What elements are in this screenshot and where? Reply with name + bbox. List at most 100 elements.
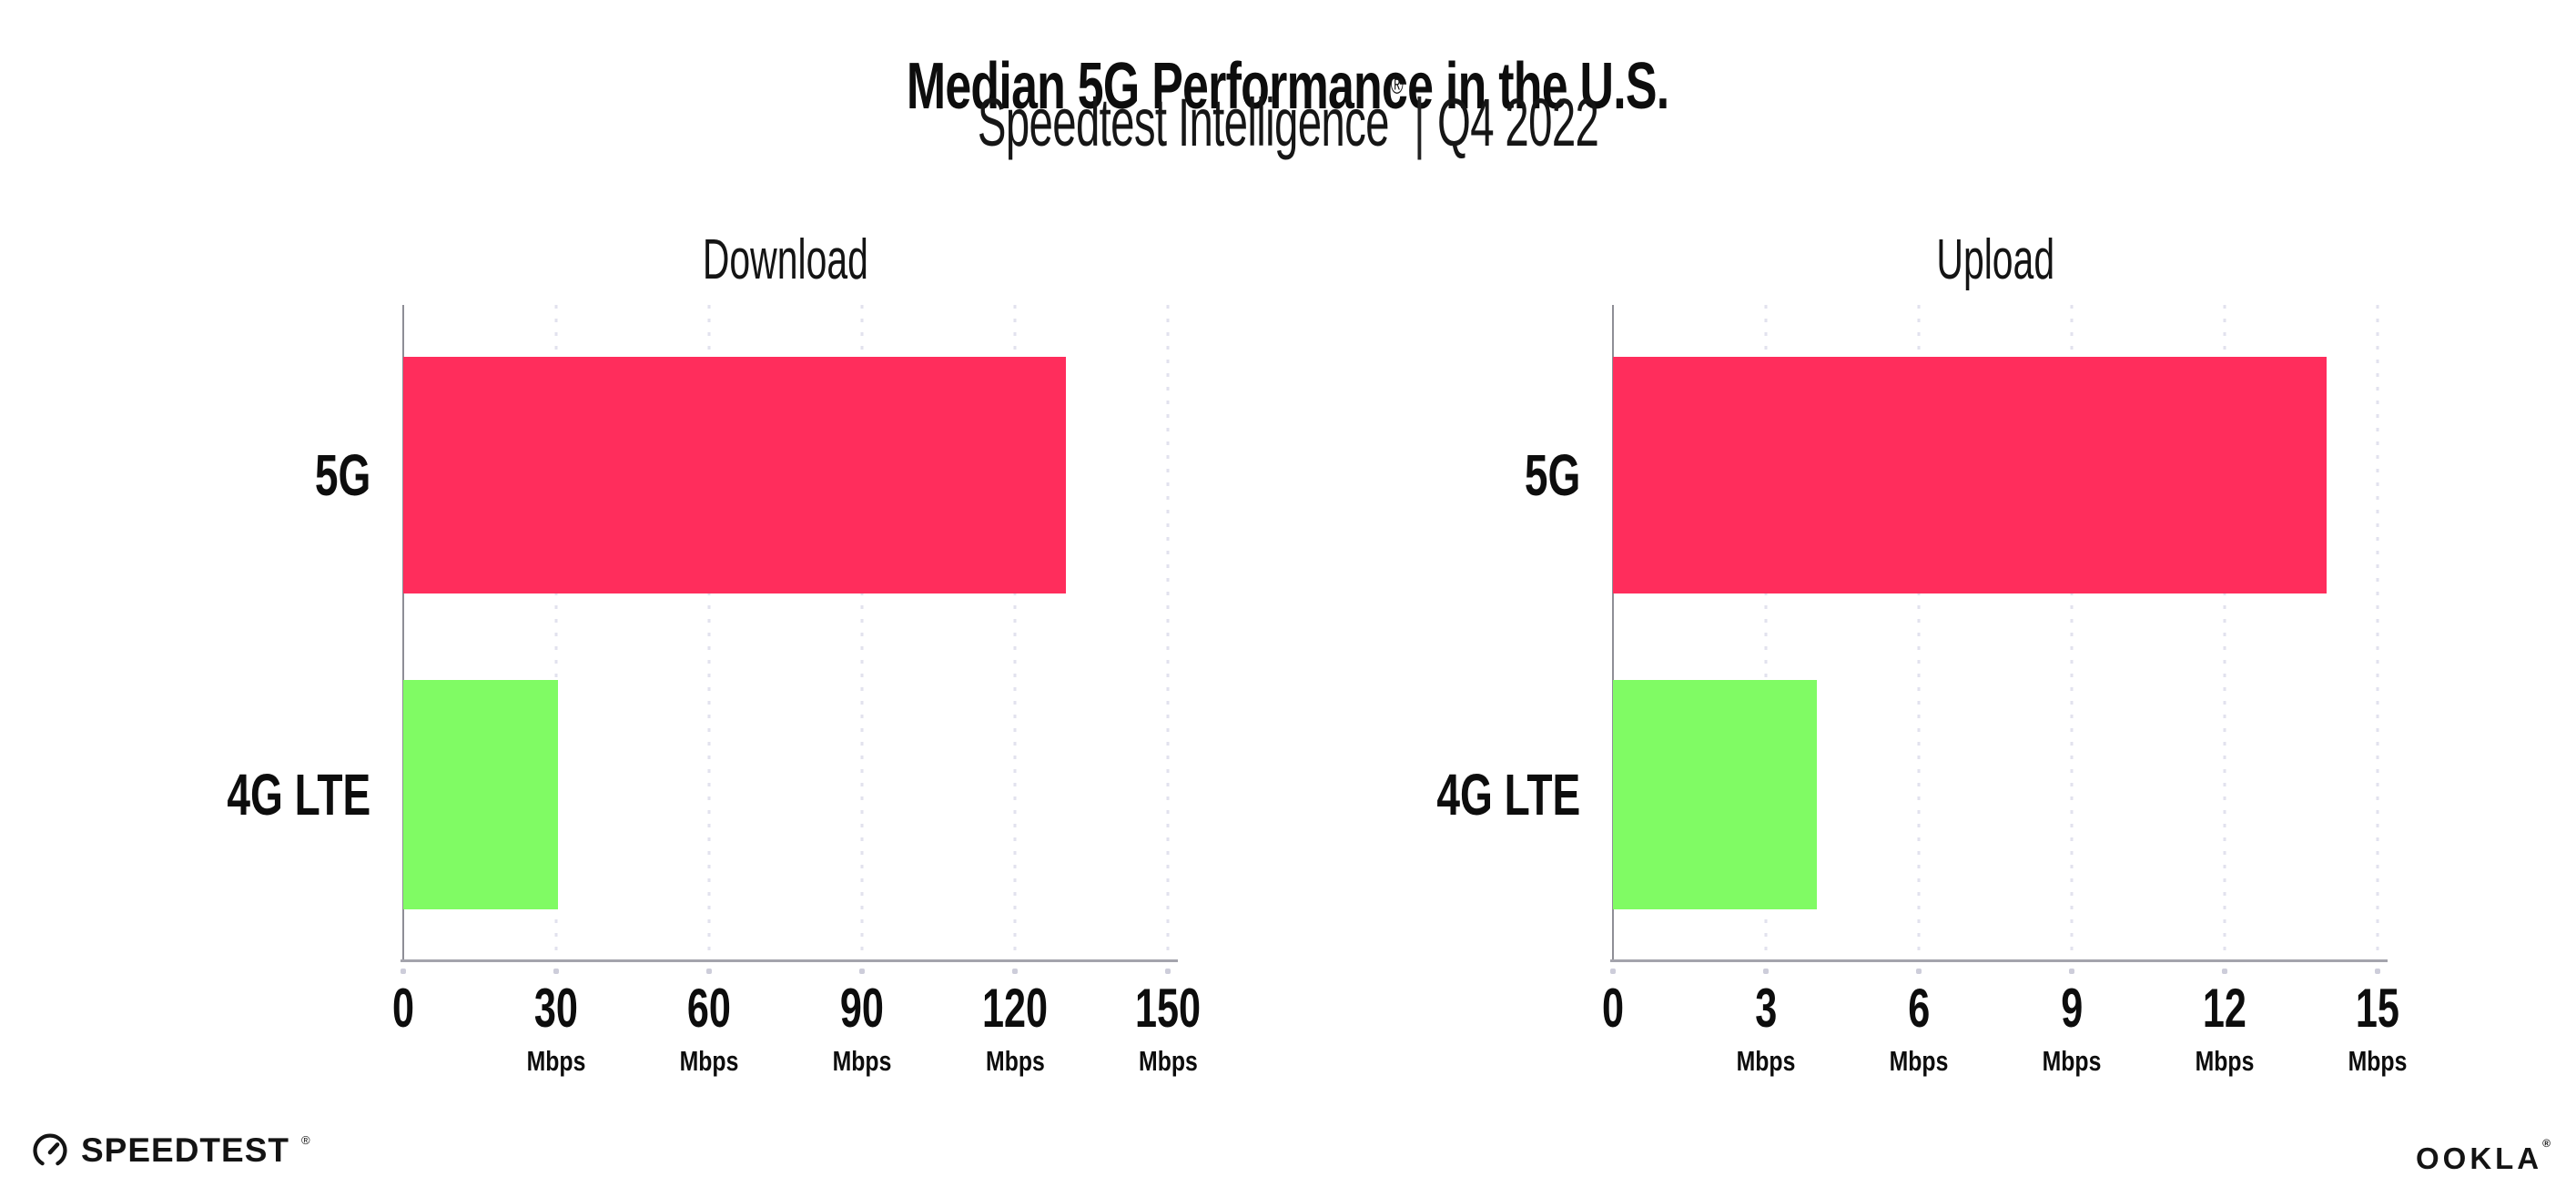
axis-tick-mark <box>1763 969 1769 974</box>
gridline <box>554 305 558 959</box>
gridline <box>707 305 711 959</box>
ookla-trademark-icon: ® <box>2542 1137 2551 1150</box>
x-tick-value-text: 12 <box>2202 978 2247 1039</box>
subtitle-period: Q4 2022 <box>1436 85 1599 160</box>
x-tick-unit: Mbps <box>969 1047 1060 1075</box>
x-tick-value-text: 0 <box>1601 978 1625 1039</box>
y-axis-label-text: 4G LTE <box>227 761 370 827</box>
gridline <box>2223 305 2226 959</box>
axis-tick-mark <box>1012 969 1018 974</box>
bar-5g <box>1613 356 2327 594</box>
x-tick-value: 9 <box>2035 981 2109 1036</box>
x-tick-unit: Mbps <box>2035 1047 2109 1075</box>
y-axis-label-5g: 5G <box>1503 441 1580 509</box>
axis-tick-mark <box>706 969 712 974</box>
plot-area: 0 3 Mbps 6 Mbps 9 Mbps 12 Mbps 15 Mbps 5G 4G LTE <box>1436 305 2407 1075</box>
axis-tick-mark <box>859 969 865 974</box>
x-tick-value: 150 <box>1122 981 1213 1036</box>
ookla-logo: OOKLA® <box>2415 1137 2551 1176</box>
x-tick-value-text: 150 <box>1134 978 1202 1039</box>
speedtest-logo-text: SPEEDTEST <box>81 1131 289 1169</box>
x-tick-unit: Mbps <box>2341 1047 2415 1075</box>
x-tick-unit: Mbps <box>826 1047 899 1075</box>
x-tick-value: 30 <box>520 981 593 1036</box>
gridline <box>1917 305 1921 959</box>
x-tick-value-text: 90 <box>839 978 885 1039</box>
chart-title-text: Download <box>702 228 868 291</box>
page-title: Median 5G Performance in the U.S. <box>0 53 2576 122</box>
x-tick-unit-text: Mbps <box>2348 1045 2408 1077</box>
x-tick-unit-text: Mbps <box>2195 1045 2255 1077</box>
x-tick-value: 90 <box>826 981 899 1036</box>
y-axis-line <box>402 305 404 961</box>
x-tick-label: 9 Mbps <box>2035 981 2109 1076</box>
x-tick-value-text: 3 <box>1754 978 1778 1039</box>
x-tick-value: 12 <box>2188 981 2262 1036</box>
bar-4g-lte <box>403 679 559 910</box>
x-tick-unit-text: Mbps <box>1889 1045 1949 1077</box>
axis-tick-mark <box>2069 969 2074 974</box>
axis-tick-mark <box>1610 969 1616 974</box>
speedtest-logo: SPEEDTEST ® <box>31 1131 310 1170</box>
x-tick-value: 0 <box>388 981 418 1036</box>
y-axis-label-text: 4G LTE <box>1436 761 1580 827</box>
speedtest-trademark-icon: ® <box>301 1132 310 1147</box>
x-tick-unit: Mbps <box>2188 1047 2262 1075</box>
x-tick-unit: Mbps <box>1729 1047 1803 1075</box>
axis-tick-mark <box>1916 969 1922 974</box>
gridline <box>1764 305 1768 959</box>
upload-chart: Upload 0 3 Mbps 6 Mbps 9 Mbps 12 Mbps 15 Mbps 5G 4G L… <box>1436 228 2407 1147</box>
x-tick-unit-text: Mbps <box>1736 1045 1796 1077</box>
ookla-logo-text: OOKLA <box>2415 1141 2543 1175</box>
axis-tick-mark <box>2375 969 2380 974</box>
x-tick-unit: Mbps <box>520 1047 593 1075</box>
x-axis-line <box>401 959 1178 962</box>
subtitle-brand: Speedtest Intelligence <box>977 85 1390 160</box>
x-tick-label: 30 Mbps <box>520 981 593 1076</box>
registered-trademark-icon: ® <box>1390 70 1404 101</box>
plot-area: 0 30 Mbps 60 Mbps 90 Mbps 120 Mbps 150 Mbps 5G 4G LT… <box>227 305 1201 1075</box>
chart-title: Download <box>403 228 1168 292</box>
x-tick-unit-text: Mbps <box>526 1045 586 1077</box>
x-tick-label: 120 Mbps <box>969 981 1060 1076</box>
x-tick-label: 0 <box>1597 981 1628 1036</box>
y-axis-line <box>1612 305 1614 961</box>
x-tick-value-text: 15 <box>2355 978 2400 1039</box>
axis-tick-mark <box>2222 969 2227 974</box>
gridline <box>2070 305 2074 959</box>
axis-tick-mark <box>553 969 559 974</box>
x-tick-unit-text: Mbps <box>1138 1045 1198 1077</box>
bar-5g <box>403 356 1066 594</box>
x-tick-value-text: 0 <box>391 978 415 1039</box>
download-chart: Download 0 30 Mbps 60 Mbps 90 Mbps 120 Mbps 150 Mbp… <box>227 228 1201 1147</box>
axis-tick-mark <box>1165 969 1171 974</box>
chart-title: Upload <box>1613 228 2378 292</box>
x-tick-label: 12 Mbps <box>2188 981 2262 1076</box>
x-tick-label: 0 <box>388 981 418 1036</box>
x-tick-value-text: 9 <box>2060 978 2084 1039</box>
x-tick-value-text: 120 <box>981 978 1049 1039</box>
y-axis-label-4g-lte: 4G LTE <box>1381 761 1580 828</box>
y-axis-label-text: 5G <box>1524 442 1580 509</box>
x-tick-unit-text: Mbps <box>832 1045 892 1077</box>
x-tick-unit: Mbps <box>1122 1047 1213 1075</box>
x-tick-label: 150 Mbps <box>1122 981 1213 1076</box>
page-subtitle: Speedtest Intelligence® | Q4 2022 <box>0 70 2576 161</box>
x-tick-label: 90 Mbps <box>826 981 899 1076</box>
x-tick-value: 120 <box>969 981 1060 1036</box>
gridline <box>2376 305 2379 959</box>
x-tick-unit-text: Mbps <box>679 1045 739 1077</box>
x-tick-value: 0 <box>1597 981 1628 1036</box>
x-axis-line <box>1610 959 2388 962</box>
chart-title-text: Upload <box>1936 228 2054 291</box>
x-tick-value-text: 30 <box>533 978 579 1039</box>
subtitle-separator: | <box>1414 85 1425 160</box>
bar-4g-lte <box>1613 679 1817 910</box>
y-axis-label-text: 5G <box>314 442 370 509</box>
x-tick-value: 3 <box>1729 981 1803 1036</box>
gridline <box>1166 305 1170 959</box>
y-axis-label-4g-lte: 4G LTE <box>171 761 370 828</box>
x-tick-unit-text: Mbps <box>985 1045 1045 1077</box>
x-tick-value: 15 <box>2341 981 2415 1036</box>
